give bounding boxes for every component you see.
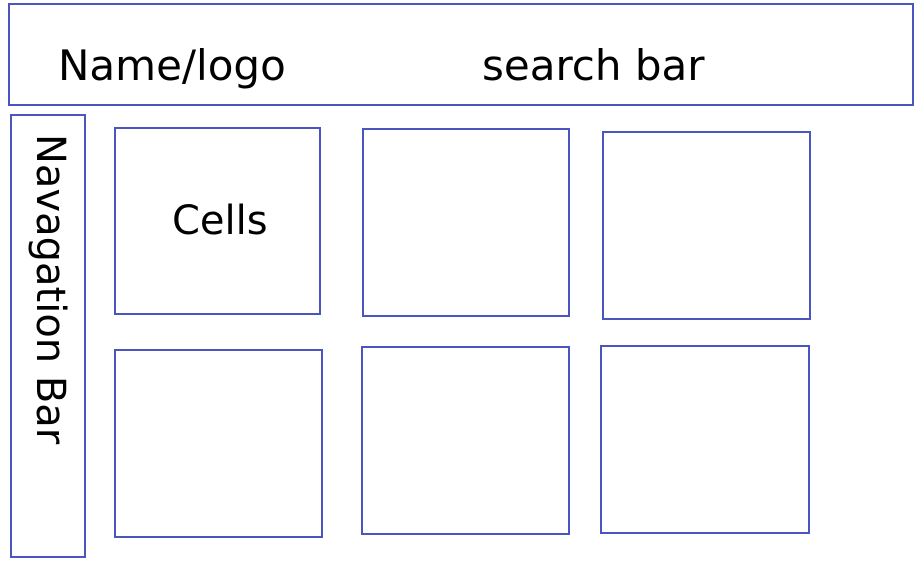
cell-box-4 [114, 349, 323, 538]
cell-box-2 [362, 128, 570, 317]
cell-box-6 [600, 345, 810, 534]
name-logo-label: Name/logo [58, 41, 286, 90]
header-box: Name/logo search bar [8, 3, 914, 106]
cell-box-5 [361, 346, 570, 535]
navigation-bar-label: Navagation Bar [27, 134, 73, 445]
cells-label: Cells [172, 198, 268, 244]
search-bar-label: search bar [482, 41, 705, 90]
cell-box-3 [602, 131, 811, 320]
cell-box-1: Cells [114, 127, 321, 315]
navigation-bar-box: Navagation Bar [10, 114, 86, 558]
